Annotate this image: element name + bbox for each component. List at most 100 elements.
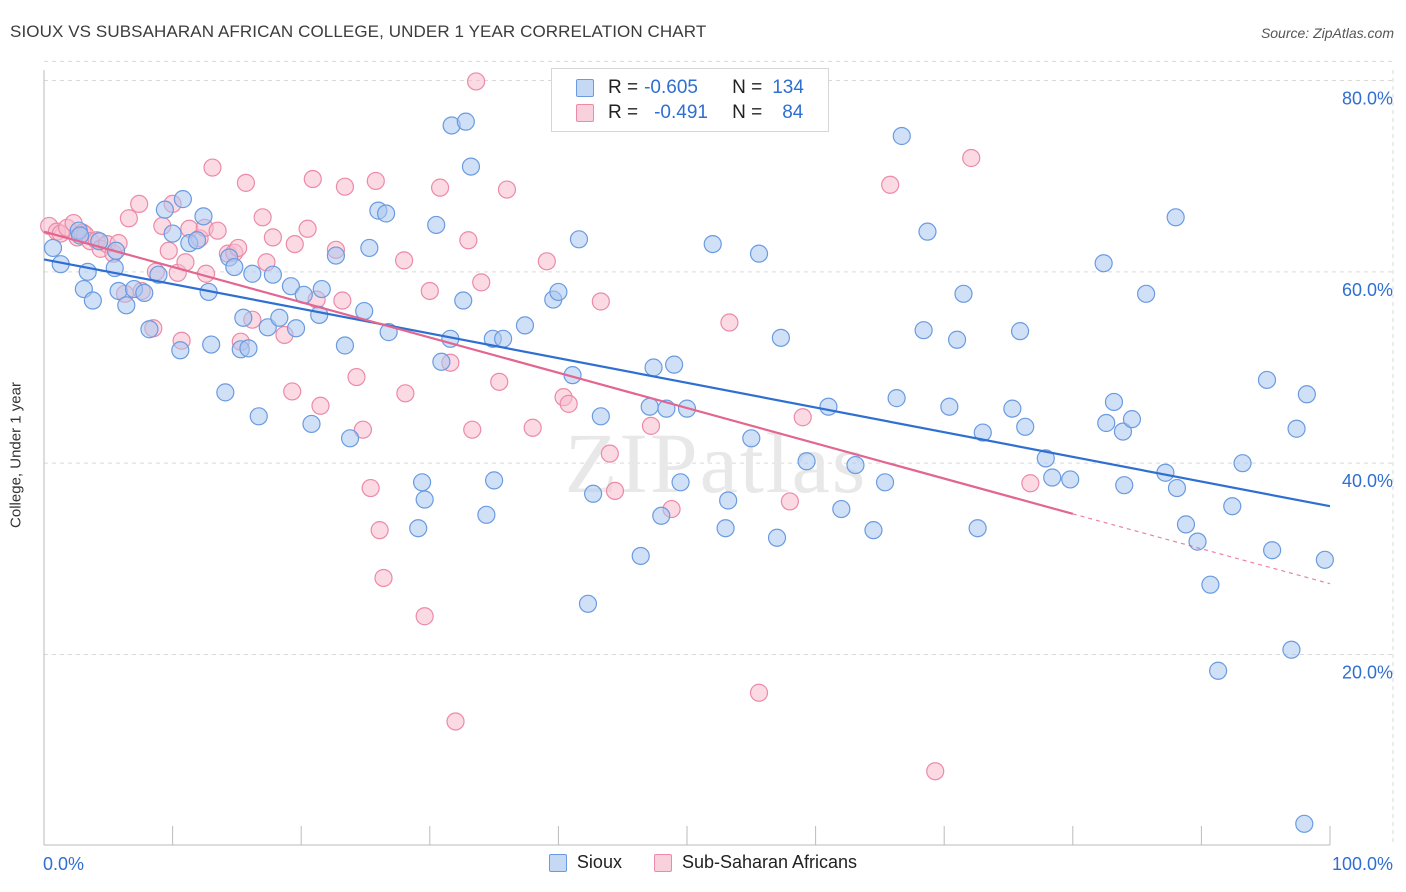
sioux-n-label: N = xyxy=(732,77,763,98)
sioux-point xyxy=(281,277,301,296)
sub-saharan-point xyxy=(720,313,739,332)
sioux-point xyxy=(954,284,973,303)
sioux-point xyxy=(456,112,475,131)
sioux-n-value: 134 xyxy=(772,77,804,98)
sioux-point xyxy=(703,234,722,254)
sioux-point xyxy=(163,224,182,243)
sub-saharan-point xyxy=(298,219,317,238)
x-tick-label-min: 0.0% xyxy=(43,854,84,874)
sioux-point xyxy=(216,383,235,402)
source-label: Source: ZipAtlas.com xyxy=(1260,25,1394,41)
sioux-point xyxy=(1257,370,1277,390)
sioux-point xyxy=(243,264,262,283)
sub-saharan-point xyxy=(793,408,812,427)
sub-saharan-point xyxy=(472,273,491,292)
sioux-point xyxy=(1287,419,1306,438)
subsaharan-n-label: N = xyxy=(732,102,763,123)
sub-saharan-point xyxy=(780,492,799,511)
sioux-point xyxy=(1137,284,1156,303)
sioux-point xyxy=(875,473,895,492)
sioux-point xyxy=(742,429,761,448)
sub-saharan-point xyxy=(361,478,380,498)
subsaharan-legend-swatch xyxy=(653,853,672,872)
sioux-point xyxy=(892,126,911,146)
sub-saharan-point xyxy=(881,175,900,194)
trend-lines xyxy=(43,230,1331,585)
sub-saharan-point xyxy=(926,762,945,781)
sub-saharan-point xyxy=(523,418,542,437)
sioux-point xyxy=(1113,422,1133,441)
sioux-point xyxy=(1201,575,1220,594)
sioux-point xyxy=(716,519,735,538)
sioux-point xyxy=(1010,322,1030,341)
sioux-point xyxy=(1223,497,1242,516)
sub-saharan-point xyxy=(962,148,981,168)
y-tick-label: 20.0% xyxy=(1342,663,1393,683)
sioux-r-label: R = xyxy=(608,77,639,98)
sioux-point xyxy=(494,329,513,348)
sioux-point xyxy=(194,207,213,226)
sioux-point xyxy=(1209,661,1228,680)
sioux-point xyxy=(719,491,738,510)
sioux-point xyxy=(968,519,987,538)
sioux-point xyxy=(173,190,192,209)
sub-saharan-point xyxy=(497,180,517,199)
sioux-point xyxy=(326,246,346,265)
sub-saharan-point xyxy=(374,568,393,588)
sub-saharan-point xyxy=(203,158,222,177)
sioux-point xyxy=(1188,532,1207,551)
sioux-point xyxy=(1282,640,1301,659)
sub-saharan-point xyxy=(591,292,610,311)
sioux-point xyxy=(1263,541,1282,560)
sioux-point xyxy=(1061,470,1080,489)
legend-item-subsaharan: Sub-Saharan Africans xyxy=(653,852,858,873)
sioux-point xyxy=(584,484,603,503)
sioux-trend-line xyxy=(43,258,1331,508)
sioux-point xyxy=(312,279,331,299)
sioux-point xyxy=(477,505,496,524)
subsaharan-legend-label: Sub-Saharan Africans xyxy=(681,852,858,872)
sub-saharan-point xyxy=(335,177,355,196)
sub-saharan-point xyxy=(366,171,385,191)
sioux-point xyxy=(1122,410,1142,429)
legend-row-subsaharan: R = -0.491 N = 84 xyxy=(576,101,803,125)
sioux-point xyxy=(846,455,865,475)
sub-saharan-point xyxy=(466,72,486,91)
sioux-point xyxy=(591,407,610,426)
sioux-point xyxy=(665,355,684,374)
sub-saharan-point xyxy=(208,221,227,240)
sioux-point xyxy=(940,397,959,416)
sioux-point xyxy=(1167,478,1187,498)
sub-saharan-point xyxy=(119,209,138,228)
sub-saharan-point xyxy=(537,252,556,271)
sioux-point xyxy=(202,335,221,354)
sioux-point xyxy=(155,200,174,219)
correlation-legend: R = -0.605 N = 134 R = -0.491 N = 84 xyxy=(551,68,829,132)
sioux-point xyxy=(1115,476,1134,495)
sioux-points xyxy=(43,112,1334,833)
sioux-point xyxy=(454,291,473,310)
sub-saharan-point xyxy=(749,683,769,702)
subsaharan-trend-line xyxy=(43,230,1074,515)
sub-saharan-point xyxy=(311,396,330,415)
sioux-point xyxy=(771,328,790,347)
sub-saharan-point xyxy=(303,169,322,189)
y-tick-label: 80.0% xyxy=(1342,89,1393,109)
sioux-point xyxy=(360,238,379,258)
sioux-point xyxy=(1097,413,1116,433)
sub-saharan-point xyxy=(263,228,283,247)
sioux-point xyxy=(135,283,154,302)
sioux-point xyxy=(644,358,663,377)
sioux-point xyxy=(239,339,258,358)
legend-row-sioux: R = -0.605 N = 134 xyxy=(576,76,804,100)
sioux-point xyxy=(1166,208,1185,227)
sub-saharan-point xyxy=(159,241,178,260)
sub-saharan-point xyxy=(415,607,434,626)
sioux-point xyxy=(1297,385,1316,404)
sioux-point xyxy=(270,308,289,327)
sioux-legend-swatch xyxy=(548,853,567,872)
y-tick-label: 60.0% xyxy=(1342,280,1393,300)
sioux-point xyxy=(819,397,838,416)
sioux-point xyxy=(485,471,504,490)
sub-saharan-point xyxy=(1021,474,1040,493)
